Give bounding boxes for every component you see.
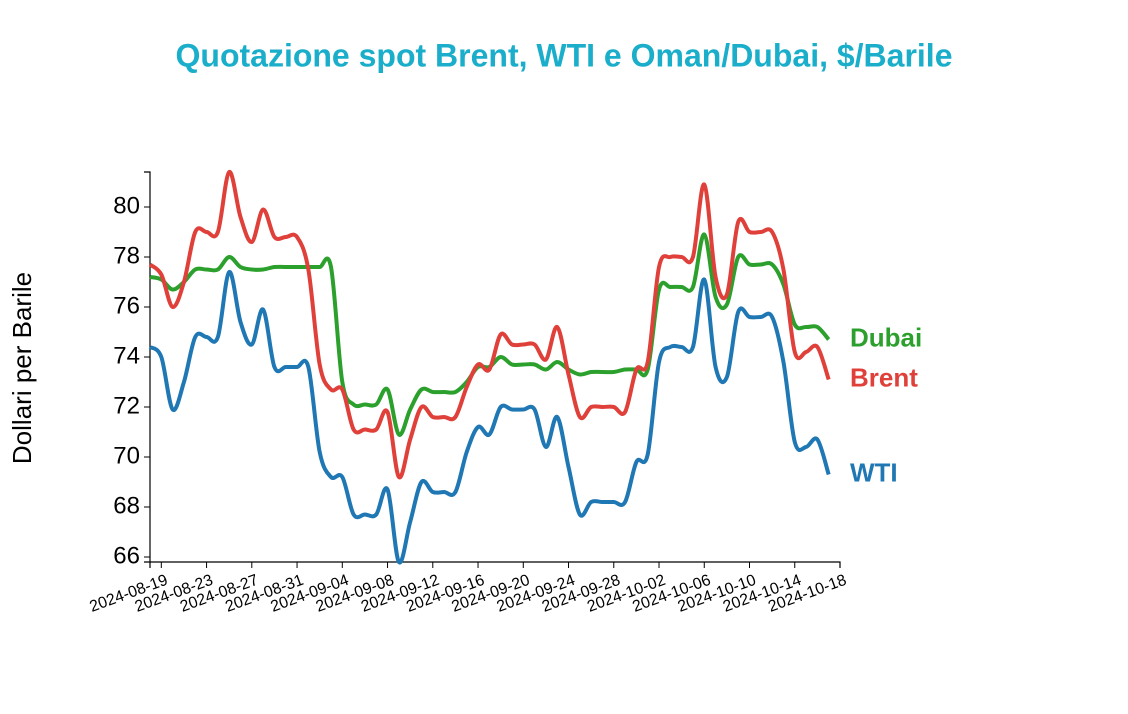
y-tick-label: 72 — [113, 392, 140, 419]
series-label: Dubai — [850, 322, 922, 352]
series-line — [149, 232, 831, 437]
y-axis — [144, 171, 151, 563]
chart-title: Quotazione spot Brent, WTI e Oman/Dubai,… — [176, 37, 953, 73]
series-label: Brent — [850, 362, 918, 392]
y-tick-label: 80 — [113, 192, 140, 219]
series-line — [148, 169, 831, 480]
y-tick-label: 70 — [113, 442, 140, 469]
y-tick-label: 68 — [113, 492, 140, 519]
y-tick-label: 74 — [113, 342, 140, 369]
y-tick-label: 78 — [113, 242, 140, 269]
series-line — [148, 269, 831, 565]
series-label: WTI — [850, 457, 898, 487]
y-tick-label: 76 — [113, 292, 140, 319]
y-axis-label: Dollari per Barile — [7, 272, 37, 464]
y-tick-label: 66 — [113, 542, 140, 569]
x-axis — [149, 561, 841, 568]
